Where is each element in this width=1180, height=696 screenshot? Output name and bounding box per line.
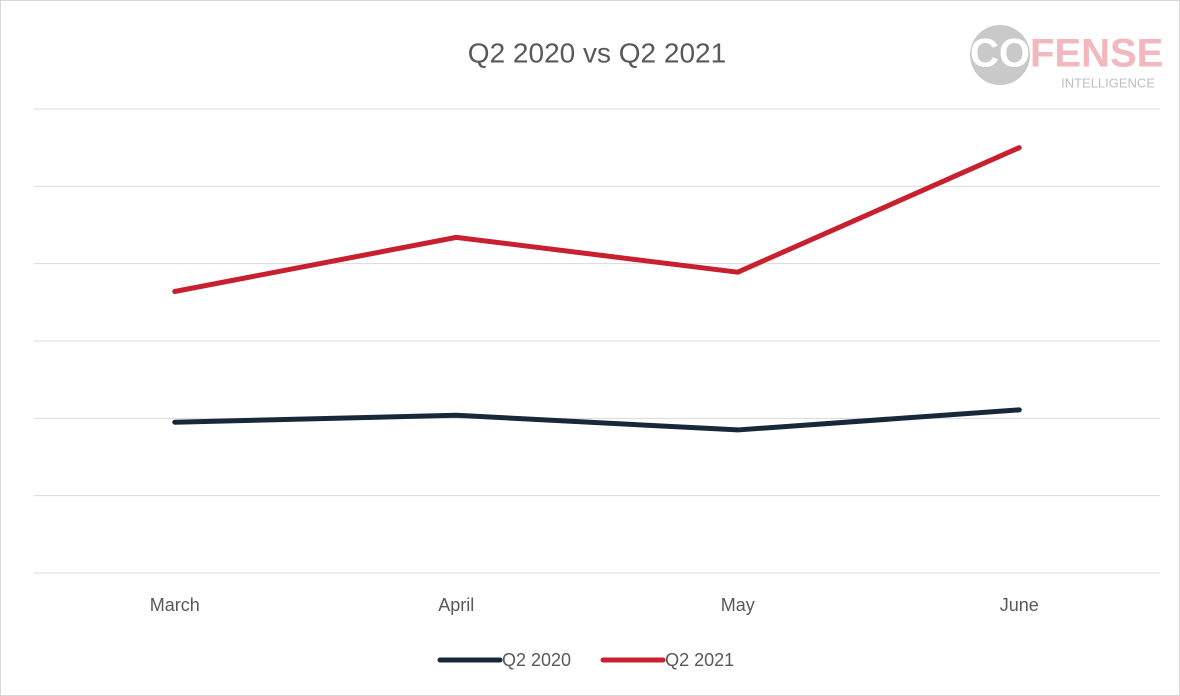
legend-label: Q2 2020: [502, 650, 571, 670]
legend-label: Q2 2021: [665, 650, 734, 670]
line-series: [172, 145, 1022, 295]
line-series: [172, 407, 1022, 433]
chart-title: Q2 2020 vs Q2 2021: [468, 37, 726, 68]
x-tick-label: April: [438, 595, 474, 615]
x-tick-label: March: [150, 595, 200, 615]
logo: CO FENSE INTELLIGENCE: [970, 25, 1163, 90]
logo-subtitle: INTELLIGENCE: [1061, 75, 1155, 90]
x-tick-label: May: [721, 595, 755, 615]
x-tick-label: June: [1000, 595, 1039, 615]
logo-text: CO: [970, 32, 1030, 76]
logo-text: FENSE: [1030, 32, 1163, 76]
logo-circle: [970, 25, 1030, 85]
